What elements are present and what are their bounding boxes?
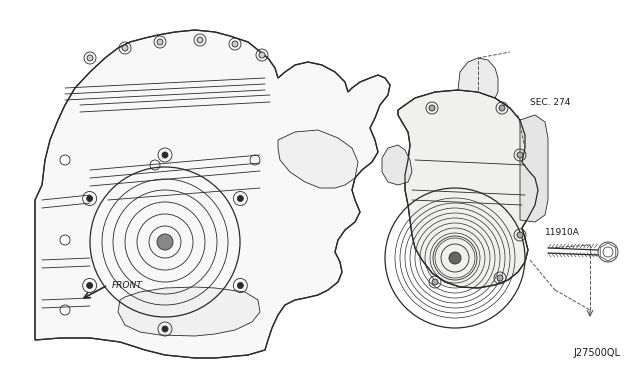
- Circle shape: [499, 105, 505, 111]
- Polygon shape: [398, 90, 538, 288]
- Polygon shape: [118, 287, 260, 336]
- Circle shape: [432, 279, 438, 285]
- Circle shape: [87, 55, 93, 61]
- Text: FRONT: FRONT: [112, 280, 143, 289]
- Circle shape: [232, 41, 238, 47]
- Circle shape: [122, 45, 128, 51]
- Polygon shape: [278, 130, 358, 188]
- Circle shape: [429, 105, 435, 111]
- Circle shape: [517, 232, 523, 238]
- Circle shape: [237, 196, 243, 202]
- Circle shape: [162, 326, 168, 332]
- Text: SEC. 274: SEC. 274: [530, 97, 570, 106]
- Circle shape: [86, 196, 93, 202]
- Text: 11910A: 11910A: [545, 228, 580, 237]
- Polygon shape: [458, 58, 498, 98]
- Circle shape: [162, 152, 168, 158]
- Text: J27500QL: J27500QL: [573, 348, 620, 358]
- Circle shape: [237, 282, 243, 289]
- Circle shape: [259, 52, 265, 58]
- Polygon shape: [382, 145, 412, 185]
- Circle shape: [497, 275, 503, 281]
- Polygon shape: [520, 115, 548, 222]
- Polygon shape: [35, 30, 390, 358]
- Circle shape: [449, 252, 461, 264]
- Circle shape: [517, 152, 523, 158]
- Circle shape: [197, 37, 203, 43]
- Circle shape: [157, 39, 163, 45]
- Circle shape: [157, 234, 173, 250]
- Circle shape: [86, 282, 93, 289]
